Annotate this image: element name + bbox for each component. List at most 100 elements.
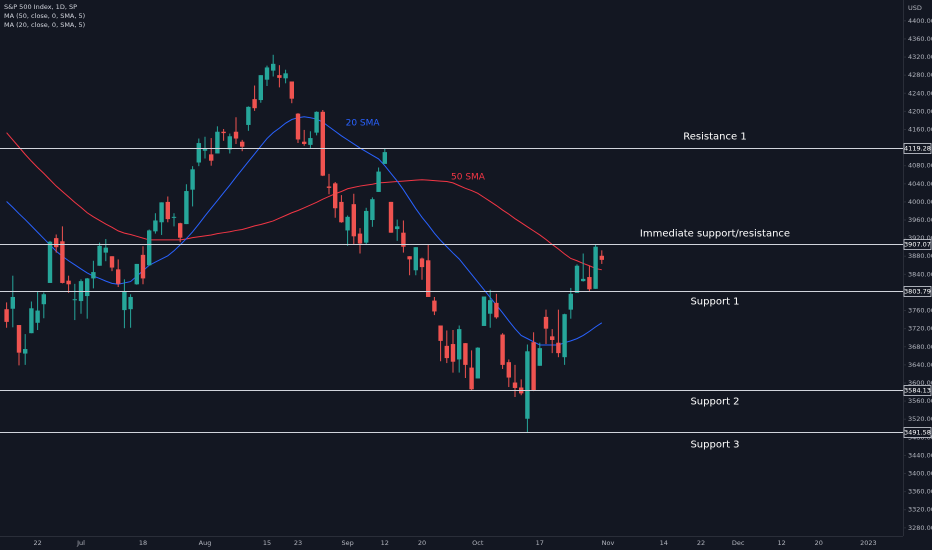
x-tick-label: 22 xyxy=(697,539,705,547)
candle-body xyxy=(382,152,387,164)
level-price-box xyxy=(903,239,932,250)
candle-body xyxy=(252,99,257,109)
level-price-box xyxy=(903,286,932,297)
level-price: 3584.13 xyxy=(904,387,931,395)
y-tick-label: 4040.00 xyxy=(908,180,932,188)
candle-body xyxy=(153,220,158,232)
x-tick-label: 22 xyxy=(33,539,41,547)
y-tick-label: 4000.00 xyxy=(908,198,932,206)
candle-body xyxy=(512,382,518,388)
chart-title: S&P 500 Index, 1D, SP xyxy=(4,3,77,11)
y-tick-label: 3640.00 xyxy=(908,361,932,369)
candle-body xyxy=(4,309,9,322)
candle-body xyxy=(357,233,363,244)
candle-body xyxy=(134,263,139,285)
candle-body xyxy=(550,336,555,340)
x-tick-label: 2023 xyxy=(860,539,877,547)
y-tick-label: 3600.00 xyxy=(908,379,932,387)
y-tick-label: 3560.00 xyxy=(908,397,932,405)
x-tick-label: Oct xyxy=(472,539,484,547)
level-name: Support 3 xyxy=(690,440,739,451)
candle-body xyxy=(103,247,108,253)
candle-body xyxy=(320,111,325,176)
candle-body xyxy=(295,113,301,140)
candle-body xyxy=(277,75,282,78)
candle-body xyxy=(568,293,573,310)
y-tick-label: 4160.00 xyxy=(908,125,932,133)
sma-label: 20 SMA xyxy=(346,118,381,128)
candle-body xyxy=(202,148,208,151)
level-name: Support 2 xyxy=(690,397,739,408)
candle-body xyxy=(283,73,288,79)
y-tick-label: 3880.00 xyxy=(908,252,932,260)
x-tick-label: 12 xyxy=(777,539,785,547)
candle-body xyxy=(60,241,65,283)
level-price-box xyxy=(903,427,932,438)
x-tick-label: Jul xyxy=(76,539,85,547)
candle-body xyxy=(326,186,332,188)
y-tick-label: 3400.00 xyxy=(908,470,932,478)
candle-body xyxy=(116,269,121,284)
candle-body xyxy=(66,280,71,285)
x-tick-label: Dec xyxy=(732,539,745,547)
level-price: 3907.07 xyxy=(904,241,931,249)
candle-body xyxy=(531,342,536,391)
candle-body xyxy=(475,347,480,379)
sma-label: 50 SMA xyxy=(451,172,486,182)
candle-body xyxy=(500,334,505,365)
candle-body xyxy=(190,169,195,190)
x-tick-label: Sep xyxy=(341,539,353,547)
candle-body xyxy=(543,316,549,329)
y-tick-label: 4200.00 xyxy=(908,107,932,115)
y-tick-label: 4360.00 xyxy=(908,35,932,43)
y-tick-label: 3840.00 xyxy=(908,270,932,278)
x-tick-label: 12 xyxy=(381,539,389,547)
y-tick-label: 3960.00 xyxy=(908,216,932,224)
candle-body xyxy=(85,278,90,297)
candle-body xyxy=(258,75,263,101)
candle-body xyxy=(463,343,468,365)
candle-body xyxy=(97,245,102,266)
candle-body xyxy=(593,246,598,289)
level-price: 3491.58 xyxy=(904,429,931,437)
y-tick-label: 4400.00 xyxy=(908,17,932,25)
level-name: Immediate support/resistance xyxy=(640,229,790,240)
candle-body xyxy=(289,81,294,99)
candle-body xyxy=(488,300,493,314)
candle-body xyxy=(54,238,59,248)
x-tick-label: 14 xyxy=(660,539,668,547)
candle-body xyxy=(457,329,462,360)
y-tick-label: 3760.00 xyxy=(908,307,932,315)
x-tick-label: 18 xyxy=(139,539,147,547)
candle-body xyxy=(481,296,487,326)
candle-body xyxy=(10,296,15,309)
candle-body xyxy=(308,138,313,145)
x-tick-label: 20 xyxy=(418,539,426,547)
candle-body xyxy=(128,296,133,310)
candle-body xyxy=(587,277,592,290)
sma-line xyxy=(6,132,602,271)
y-tick-label: 3680.00 xyxy=(908,343,932,351)
candle-body xyxy=(525,351,530,419)
candle-body xyxy=(364,210,369,243)
candle-body xyxy=(23,349,28,354)
candle-body xyxy=(184,191,189,225)
candle-body xyxy=(413,247,418,271)
candle-body xyxy=(599,255,604,260)
candle-body xyxy=(388,201,394,233)
candle-body xyxy=(314,111,319,133)
candle-body xyxy=(469,367,474,390)
candle-body xyxy=(215,131,220,154)
candle-body xyxy=(109,256,115,268)
candle-body xyxy=(426,260,431,297)
candle-body xyxy=(16,325,22,353)
candle-body xyxy=(556,342,561,354)
y-tick-label: 4240.00 xyxy=(908,89,932,97)
candle-body xyxy=(444,345,449,359)
candle-body xyxy=(72,299,77,301)
candle-body xyxy=(351,204,356,237)
sma-line xyxy=(6,116,603,346)
candle-body xyxy=(178,223,183,238)
candle-body xyxy=(339,201,344,223)
